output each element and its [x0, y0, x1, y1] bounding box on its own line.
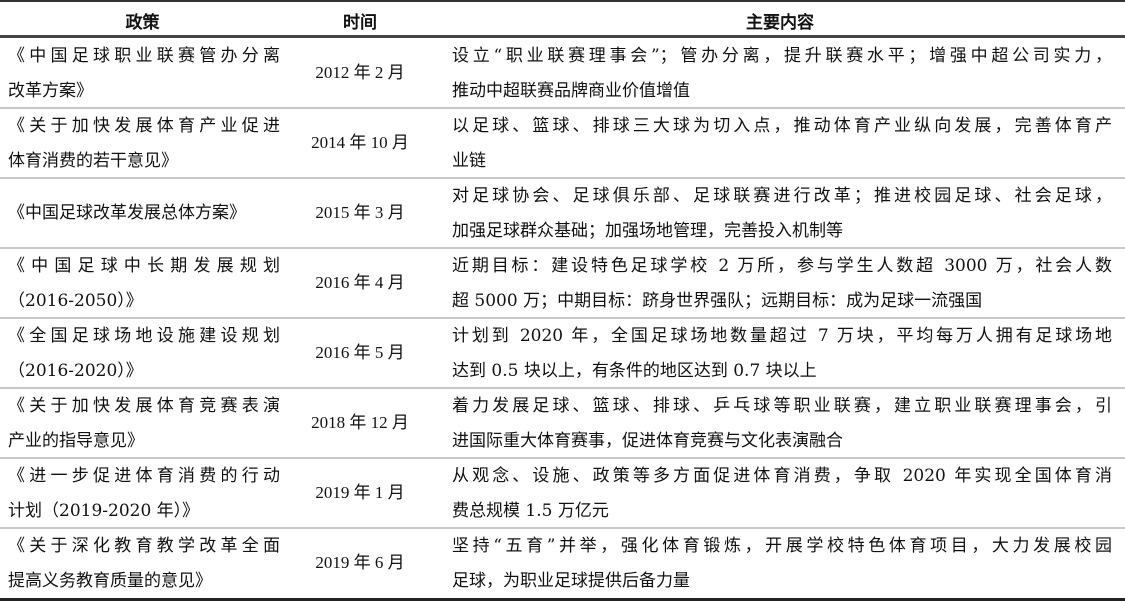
policy-cell-line: 计划（2019-2020 年）》 — [8, 501, 200, 521]
time-cell: 2012 年 2 月 — [315, 63, 405, 82]
content-cell-line: 从观念、设施、政策等多方面促进体育消费，争取 2020 年实现全国体育消 — [452, 466, 1112, 486]
policy-cell-line: 体育消费的若干意见》 — [8, 151, 178, 171]
policy-cell-line: （2016-2050）》 — [8, 291, 143, 311]
policy-cell-line: 《全国足球场地设施建设规划 — [8, 326, 280, 346]
row-divider — [0, 177, 1125, 179]
policy-cell: 《中国足球改革发展总体方案》 — [8, 197, 280, 232]
content-cell-line: 对足球协会、足球俱乐部、足球联赛进行改革；推进校园足球、社会足球， — [452, 186, 1112, 206]
content-cell-line: 费总规模 1.5 万亿元 — [452, 501, 609, 521]
time-cell: 2016 年 4 月 — [315, 273, 405, 292]
table-row: 《中国足球改革发展总体方案》 2015 年 3 月 对足球协会、足球俱乐部、足球联赛… — [0, 178, 1125, 250]
time-cell: 2019 年 1 月 — [315, 483, 405, 502]
policy-cell-line: 《关于深化教育教学改革全面 — [8, 536, 280, 556]
table-row: 《关于加快发展体育产业促进 体育消费的若干意见》 2014 年 10 月 以足球、篮球… — [0, 108, 1125, 180]
policy-cell: 《全国足球场地设施建设规划 （2016-2020）》 — [8, 320, 280, 390]
policy-cell-line: 《关于加快发展体育产业促进 — [8, 116, 280, 136]
content-cell-line: 以足球、篮球、排球三大球为切入点，推动体育产业纵向发展，完善体育产 — [452, 116, 1112, 136]
content-cell-line: 计划到 2020 年，全国足球场地数量超过 7 万块，平均每万人拥有足球场地 — [452, 326, 1112, 346]
policy-cell-line: 产业的指导意见》 — [8, 431, 144, 451]
content-cell-line: 坚持“五育”并举，强化体育锻炼，开展学校特色体育项目，大力发展校园 — [452, 536, 1112, 556]
content-cell: 设立“职业联赛理事会”；管办分离，提升联赛水平；增强中超公司实力， 推动中超联赛品… — [452, 40, 1112, 110]
table-row: 《中国足球职业联赛管办分离 改革方案》 2012 年 2 月 设立“职业联赛理事会”；… — [0, 38, 1125, 110]
time-cell: 2014 年 10 月 — [311, 133, 409, 152]
header-policy: 政策 — [125, 13, 160, 33]
content-cell-line: 超 5000 万；中期目标：跻身世界强队；远期目标：成为足球一流强国 — [452, 291, 983, 311]
row-divider — [0, 387, 1125, 389]
header-rule — [0, 35, 1125, 38]
table-bottom-rule — [0, 598, 1125, 601]
policy-cell-line: 《进一步促进体育消费的行动 — [8, 466, 280, 486]
policy-cell-line: 《关于加快发展体育竞赛表演 — [8, 396, 280, 416]
policy-cell-line: 《中国足球职业联赛管办分离 — [8, 46, 280, 66]
content-cell: 计划到 2020 年，全国足球场地数量超过 7 万块，平均每万人拥有足球场地 达到… — [452, 320, 1112, 390]
header-time: 时间 — [343, 13, 377, 33]
policy-cell: 《关于加快发展体育竞赛表演 产业的指导意见》 — [8, 390, 280, 460]
header-content: 主要内容 — [746, 13, 814, 33]
content-cell-line: 加强足球群众基础；加强场地管理，完善投入机制等 — [452, 221, 843, 241]
policy-cell: 《进一步促进体育消费的行动 计划（2019-2020 年）》 — [8, 460, 280, 530]
table-top-rule — [0, 0, 1125, 2]
policy-cell-line: 提高义务教育质量的意见》 — [8, 571, 212, 591]
policy-cell-line: 改革方案》 — [8, 81, 93, 101]
time-cell: 2016 年 5 月 — [315, 343, 405, 362]
content-cell: 近期目标：建设特色足球学校 2 万所，参与学生人数超 3000 万，社会人数超 … — [452, 250, 1112, 320]
policy-cell: 《关于深化教育教学改革全面 提高义务教育质量的意见》 — [8, 530, 280, 600]
content-cell: 以足球、篮球、排球三大球为切入点，推动体育产业纵向发展，完善体育产 业链 — [452, 110, 1112, 180]
table-row: 《关于深化教育教学改革全面 提高义务教育质量的意见》 2019 年 6 月 坚持“五育… — [0, 528, 1125, 598]
row-divider — [0, 457, 1125, 459]
time-cell: 2015 年 3 月 — [315, 203, 405, 222]
time-cell: 2018 年 12 月 — [311, 413, 409, 432]
table-row: 《关于加快发展体育竞赛表演 产业的指导意见》 2018 年 12 月 着力发展足球、篮… — [0, 388, 1125, 460]
row-divider — [0, 527, 1125, 529]
content-cell-line: 达到 0.5 块以上，有条件的地区达到 0.7 块以上 — [452, 361, 817, 381]
policy-cell: 《关于加快发展体育产业促进 体育消费的若干意见》 — [8, 110, 280, 180]
content-cell-line: 近期目标：建设特色足球学校 2 万所，参与学生人数超 3000 万，社会人数 — [452, 256, 1112, 276]
content-cell-line: 着力发展足球、篮球、排球、乒乓球等职业联赛，建立职业联赛理事会，引 — [452, 396, 1112, 416]
row-divider — [0, 317, 1125, 319]
content-cell: 坚持“五育”并举，强化体育锻炼，开展学校特色体育项目，大力发展校园 足球，为职业足… — [452, 530, 1112, 600]
policy-cell: 《中国足球中长期发展规划 （2016-2050）》 — [8, 250, 280, 320]
table-row: 《进一步促进体育消费的行动 计划（2019-2020 年）》 2019 年 1 月 从… — [0, 458, 1125, 530]
time-cell: 2019 年 6 月 — [315, 553, 405, 572]
content-cell: 着力发展足球、篮球、排球、乒乓球等职业联赛，建立职业联赛理事会，引 进国际重大体育… — [452, 390, 1112, 460]
content-cell: 对足球协会、足球俱乐部、足球联赛进行改革；推进校园足球、社会足球， 加强足球群众基… — [452, 180, 1112, 250]
content-cell-line: 足球，为职业足球提供后备力量 — [452, 571, 690, 591]
table-row: 《中国足球中长期发展规划 （2016-2050）》 2016 年 4 月 近期目标：建… — [0, 248, 1125, 320]
content-cell: 从观念、设施、政策等多方面促进体育消费，争取 2020 年实现全国体育消 费总规模… — [452, 460, 1112, 530]
policy-cell-line: 《中国足球改革发展总体方案》 — [8, 203, 246, 223]
table-header: 政策 时间 主要内容 — [0, 2, 1125, 36]
row-divider — [0, 247, 1125, 249]
content-cell-line: 设立“职业联赛理事会”；管办分离，提升联赛水平；增强中超公司实力， — [452, 46, 1112, 66]
content-cell-line: 推动中超联赛品牌商业价值增值 — [452, 81, 690, 101]
content-cell-line: 进国际重大体育赛事，促进体育竞赛与文化表演融合 — [452, 431, 843, 451]
policy-cell-line: 《中国足球中长期发展规划 — [8, 256, 280, 276]
policy-cell-line: （2016-2020）》 — [8, 361, 143, 381]
table-row: 《全国足球场地设施建设规划 （2016-2020）》 2016 年 5 月 计划到 2… — [0, 318, 1125, 390]
policy-cell: 《中国足球职业联赛管办分离 改革方案》 — [8, 40, 280, 110]
row-divider — [0, 107, 1125, 109]
content-cell-line: 业链 — [452, 151, 486, 171]
